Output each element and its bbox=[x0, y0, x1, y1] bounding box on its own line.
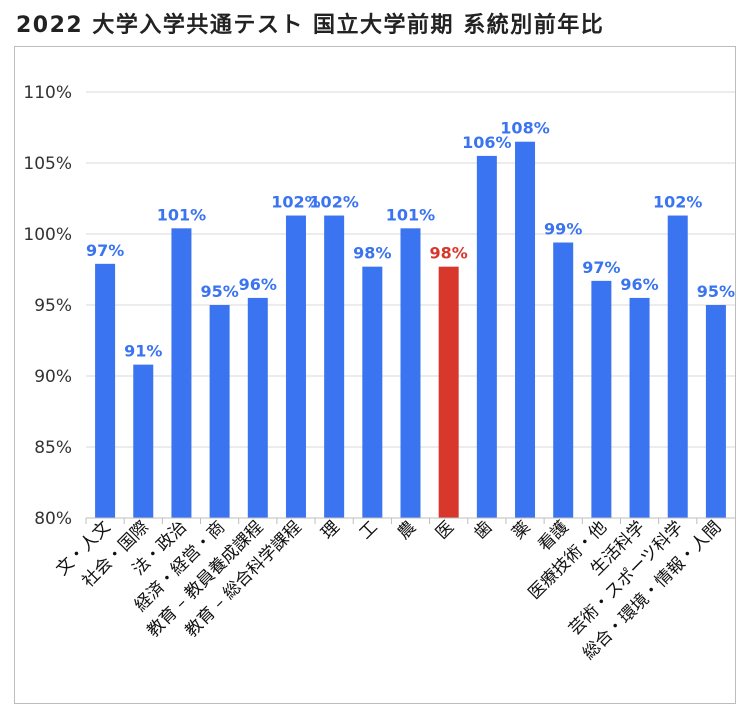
bar-8 bbox=[362, 266, 383, 518]
data-label: 102% bbox=[653, 193, 702, 212]
bar-10 bbox=[438, 266, 459, 518]
bars bbox=[95, 141, 726, 519]
bar-3 bbox=[171, 228, 192, 518]
data-label: 95% bbox=[697, 282, 735, 301]
data-label: 96% bbox=[620, 275, 658, 294]
bar-6 bbox=[285, 215, 306, 519]
bar-7 bbox=[324, 215, 345, 519]
bar-12 bbox=[515, 141, 536, 518]
bar-16 bbox=[667, 215, 688, 519]
data-label: 98% bbox=[353, 244, 391, 263]
x-tick-label: 薬 bbox=[508, 517, 534, 543]
x-tick-label: 歯 bbox=[470, 517, 496, 543]
data-label: 106% bbox=[462, 133, 511, 152]
data-label: 101% bbox=[386, 205, 435, 224]
bar-14 bbox=[591, 280, 612, 518]
y-tick-label: 85% bbox=[34, 438, 72, 458]
data-label: 99% bbox=[544, 220, 582, 239]
bar-2 bbox=[133, 364, 154, 518]
y-tick-label: 110% bbox=[23, 83, 72, 103]
data-label: 97% bbox=[86, 241, 124, 260]
data-label: 102% bbox=[309, 193, 358, 212]
y-tick-label: 90% bbox=[34, 367, 72, 387]
data-label: 91% bbox=[124, 342, 162, 361]
data-labels: 97%91%101%95% 96%102%102%98%101%98%106%10… bbox=[86, 119, 735, 361]
chart-title: 2022 大学入学共通テスト 国立大学前期 系統別前年比 bbox=[16, 13, 605, 38]
data-label: 96% bbox=[239, 275, 277, 294]
data-label: 98% bbox=[430, 244, 468, 263]
bar-11 bbox=[476, 155, 497, 518]
y-tick-label: 105% bbox=[23, 154, 72, 174]
y-tick-label: 100% bbox=[23, 225, 72, 245]
bar-13 bbox=[553, 242, 574, 518]
bar-9 bbox=[400, 228, 421, 518]
data-label: 97% bbox=[582, 258, 620, 277]
y-axis-ticks: 80% 85% 90% 95% 100% 105% 110% bbox=[23, 83, 72, 529]
x-tick-label: 工 bbox=[356, 517, 382, 543]
bar-1 bbox=[95, 263, 116, 518]
x-tick-label: 農 bbox=[394, 517, 420, 543]
x-tick-label: 理 bbox=[318, 517, 344, 543]
bar-5 bbox=[247, 297, 268, 518]
y-tick-label: 80% bbox=[34, 509, 72, 529]
data-label: 101% bbox=[157, 205, 206, 224]
data-label: 108% bbox=[500, 119, 549, 138]
x-tick-label: 医 bbox=[432, 517, 458, 543]
chart-frame bbox=[14, 46, 736, 704]
bar-4 bbox=[209, 305, 230, 518]
bar-15 bbox=[629, 297, 650, 518]
data-label: 102% bbox=[271, 193, 320, 212]
y-tick-label: 95% bbox=[34, 296, 72, 316]
data-label: 95% bbox=[200, 282, 238, 301]
bar-17 bbox=[705, 305, 726, 518]
